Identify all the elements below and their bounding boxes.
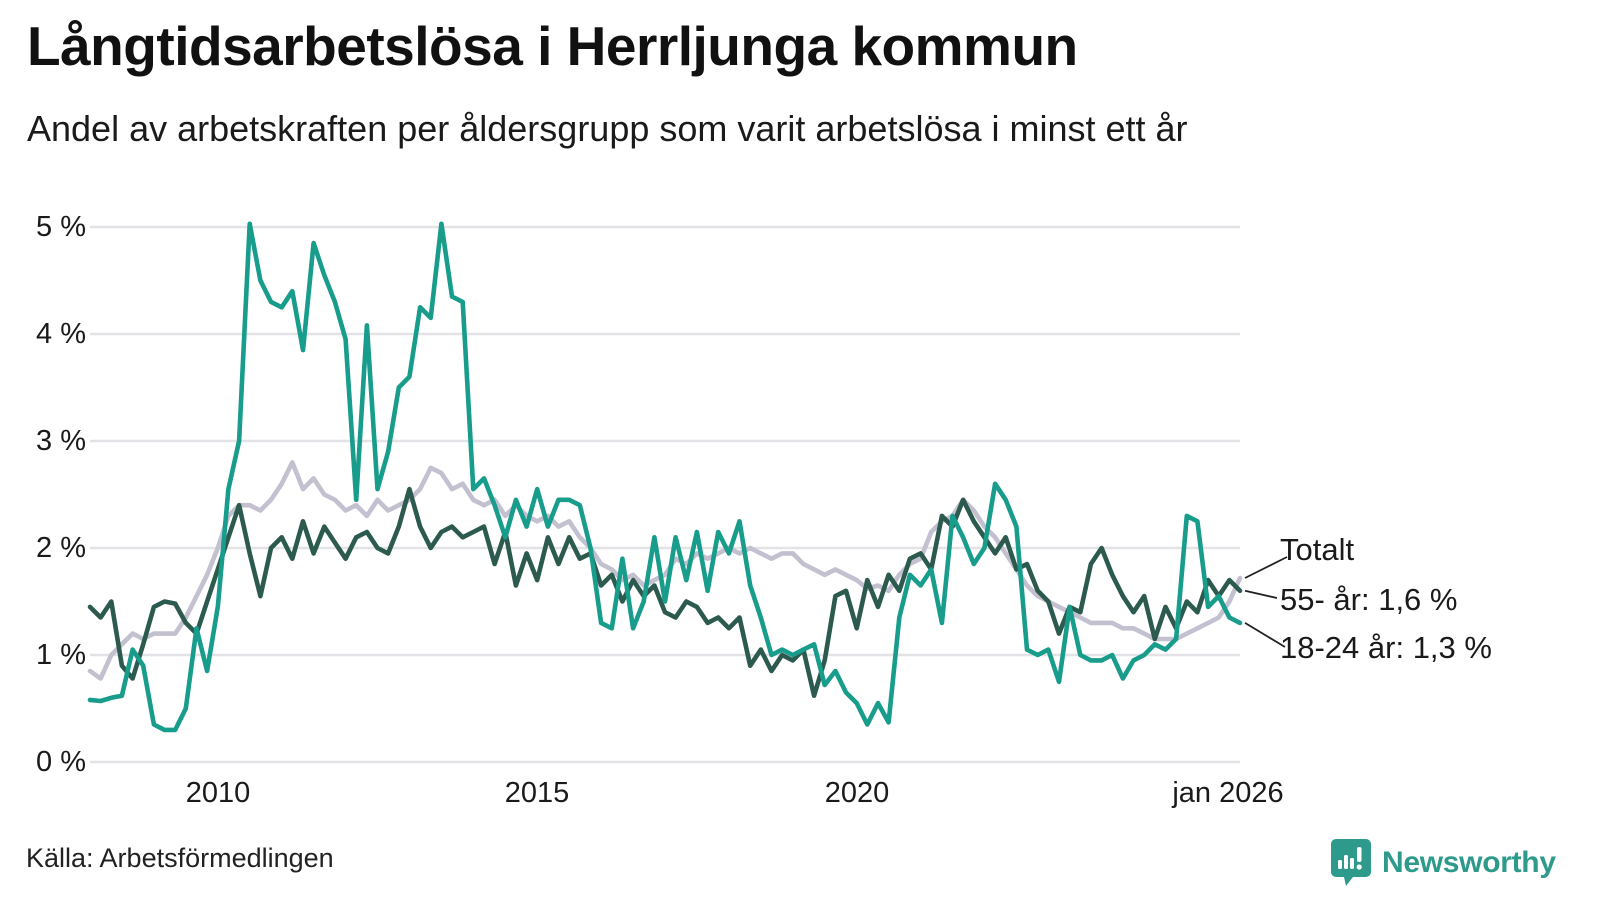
series-label-55: 55- år: 1,6 % — [1280, 582, 1458, 617]
y-tick-5: 5 % — [36, 211, 86, 243]
series-line-18-24 — [87, 221, 1243, 733]
newsworthy-wordmark: Newsworthy — [1382, 846, 1556, 879]
y-tick-3: 3 % — [36, 425, 86, 457]
series-line-55 — [87, 486, 1243, 699]
x-tick-2010: 2010 — [185, 777, 251, 809]
series-line-totalt — [87, 460, 1243, 681]
y-tick-0: 0 % — [36, 746, 86, 778]
newsworthy-icon — [1330, 838, 1372, 888]
label-connector-totalt — [1244, 556, 1288, 579]
series-label-18-24: 18-24 år: 1,3 % — [1280, 630, 1492, 665]
y-tick-4: 4 % — [36, 318, 86, 350]
label-connector-18-24 — [1244, 622, 1286, 648]
x-tick-2020: 2020 — [824, 777, 890, 809]
newsworthy-logo[interactable]: Newsworthy — [1330, 838, 1556, 888]
source-note: Källa: Arbetsförmedlingen — [26, 843, 334, 873]
page-title: Långtidsarbetslösa i Herrljunga kommun — [27, 15, 1078, 77]
chart-subtitle: Andel av arbetskraften per åldersgrupp s… — [27, 108, 1188, 149]
series-label-totalt: Totalt — [1280, 532, 1355, 567]
y-tick-1: 1 % — [36, 639, 86, 671]
x-tick-2015: 2015 — [504, 777, 570, 809]
y-tick-2: 2 % — [36, 532, 86, 564]
label-connector-55 — [1244, 589, 1278, 599]
x-tick-jan-2026: jan 2026 — [1172, 777, 1284, 809]
